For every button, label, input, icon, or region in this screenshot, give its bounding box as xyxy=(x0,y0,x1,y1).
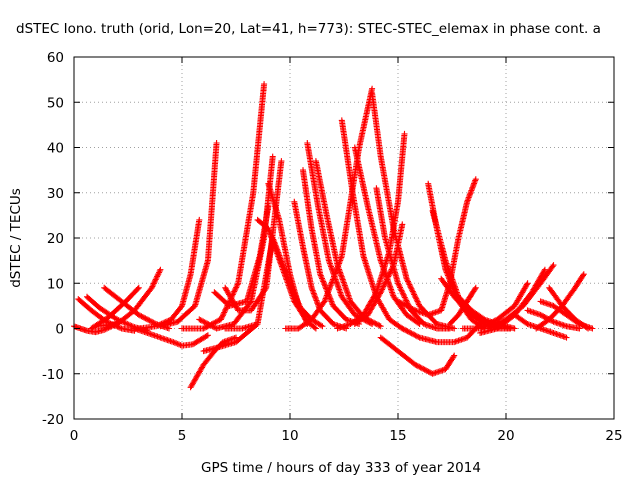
series-7-points xyxy=(135,216,203,332)
series-32 xyxy=(425,180,488,332)
series-25-points xyxy=(369,90,458,332)
x-axis-label: GPS time / hours of day 333 of year 2014 xyxy=(201,460,481,476)
series-24 xyxy=(351,144,423,327)
x-tick-label: 5 xyxy=(178,428,187,444)
series-17-points xyxy=(265,180,326,330)
y-tick-label: 20 xyxy=(47,231,64,247)
x-tick-label: 10 xyxy=(281,428,298,444)
series-19 xyxy=(300,167,363,327)
series-24-points xyxy=(351,144,423,327)
x-tick-label: 25 xyxy=(605,428,622,444)
chart-title: dSTEC Iono. truth (orid, Lon=20, Lat=41,… xyxy=(16,21,601,37)
series-13 xyxy=(211,203,272,309)
series-29 xyxy=(377,334,458,377)
series-28 xyxy=(373,185,453,332)
x-tick-label: 0 xyxy=(70,428,79,444)
series-8-points xyxy=(157,140,220,330)
y-tick-label: 10 xyxy=(47,276,64,292)
series-44 xyxy=(546,284,592,332)
y-axis-label: dSTEC / TECUs xyxy=(8,188,24,288)
series-27 xyxy=(351,221,406,327)
y-tick-label: 30 xyxy=(47,186,64,202)
y-tick-label: 40 xyxy=(47,141,64,157)
series-5-points xyxy=(92,266,164,330)
y-tick-label: 50 xyxy=(47,95,64,111)
series-29-points xyxy=(377,334,458,377)
series-8 xyxy=(157,140,220,330)
series-31 xyxy=(395,176,479,318)
series-27-points xyxy=(351,221,406,327)
series-37-points xyxy=(459,280,531,332)
x-tick-label: 15 xyxy=(389,428,406,444)
series-44-points xyxy=(546,284,592,332)
y-tick-label: 60 xyxy=(47,50,64,66)
series-28-points xyxy=(373,185,453,332)
data-marks xyxy=(71,81,596,391)
series-17 xyxy=(265,180,326,330)
series-5 xyxy=(92,266,164,330)
y-tick-label: -10 xyxy=(42,367,64,383)
series-18 xyxy=(291,198,350,332)
x-tick-label: 20 xyxy=(497,428,514,444)
series-7 xyxy=(135,216,203,332)
series-32-points xyxy=(425,180,488,332)
ticks: 0 5 10 15 20 25 -20 -10 0 10 20 30 40 50 60 xyxy=(42,50,623,444)
series-19-points xyxy=(300,167,363,327)
series-31-points xyxy=(395,176,479,318)
series-18-points xyxy=(291,198,350,332)
y-tick-label: 0 xyxy=(55,322,64,338)
series-13-points xyxy=(211,203,272,309)
series-25 xyxy=(369,90,458,332)
series-22-points xyxy=(282,85,376,332)
series-37 xyxy=(459,280,531,332)
series-22 xyxy=(282,85,376,332)
y-tick-label: -20 xyxy=(42,412,64,428)
